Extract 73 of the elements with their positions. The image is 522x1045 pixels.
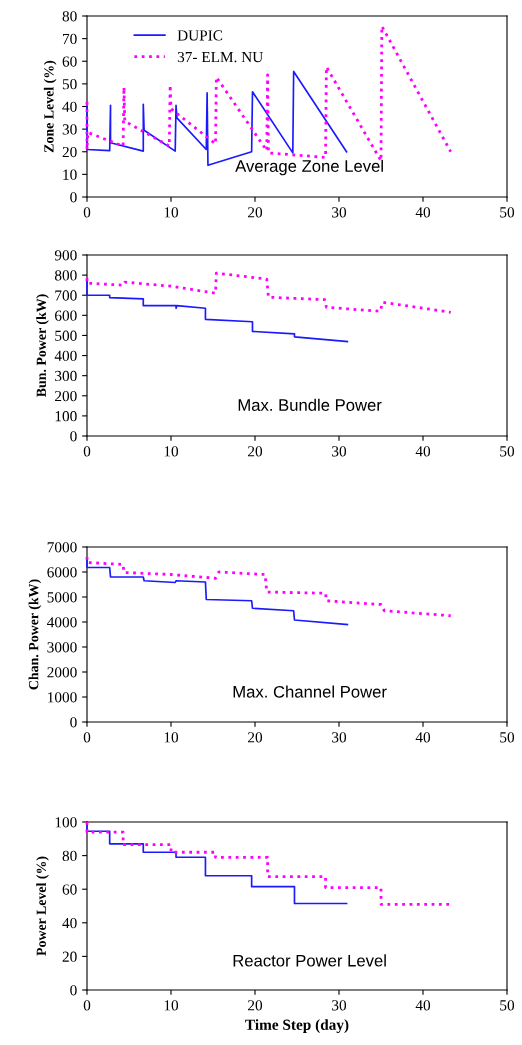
- y-tick-label: 300: [55, 370, 77, 382]
- y-tick-label: 4000: [47, 617, 77, 628]
- annotation: Reactor Power Level: [233, 954, 386, 967]
- y-tick-label: 0: [70, 192, 77, 203]
- y-axis-title: Chan. Power (kW): [28, 579, 42, 690]
- x-tick-label: 20: [248, 446, 263, 457]
- y-tick-label: 50: [62, 79, 77, 90]
- y-tick-label: 100: [55, 817, 77, 828]
- y-tick-label: 5000: [47, 592, 77, 603]
- annotation: Max. Bundle Power: [238, 398, 382, 411]
- line-series: [86, 821, 348, 905]
- x-tick-label: 10: [164, 732, 179, 743]
- x-tick-label: 50: [500, 207, 515, 218]
- annotation: Average Zone Level: [235, 159, 383, 176]
- y-tick-label: 70: [63, 33, 77, 45]
- y-tick-label: 6000: [47, 567, 77, 578]
- x-tick-label: 0: [83, 446, 91, 457]
- y-tick-label: 20: [62, 146, 77, 158]
- y-tick-label: 40: [62, 917, 77, 929]
- y-tick-label: 10: [63, 169, 77, 180]
- y-tick-label: 7000: [47, 542, 77, 553]
- y-tick-label: 0: [70, 985, 77, 996]
- x-tick-label: 40: [415, 207, 431, 218]
- x-tick-label: 20: [248, 732, 263, 743]
- y-tick-label: 20: [62, 951, 77, 962]
- y-tick-label: 30: [62, 124, 77, 135]
- line-series: [85, 555, 453, 618]
- x-tick-label: 40: [415, 1000, 431, 1011]
- x-tick-label: 10: [164, 1000, 179, 1011]
- line-series: [85, 271, 453, 314]
- y-tick-label: 0: [70, 431, 77, 442]
- x-axis-title: Time Step (day): [245, 1019, 349, 1034]
- y-tick-label: 900: [54, 250, 77, 261]
- y-tick-label: 0: [70, 717, 77, 728]
- y-tick-label: 100: [55, 411, 77, 422]
- x-tick-label: 50: [500, 732, 515, 743]
- y-tick-label: 600: [55, 310, 77, 321]
- y-tick-label: 60: [62, 884, 77, 895]
- y-tick-label: 80: [62, 850, 77, 862]
- x-tick-label: 40: [415, 446, 431, 457]
- x-tick-label: 0: [83, 1000, 91, 1011]
- y-tick-label: 60: [62, 56, 77, 67]
- x-tick-label: 20: [248, 1000, 263, 1011]
- y-tick-label: 200: [55, 390, 77, 402]
- x-tick-label: 30: [332, 1000, 347, 1011]
- x-tick-label: 30: [332, 732, 347, 743]
- x-tick-label: 30: [332, 207, 347, 218]
- y-tick-label: 500: [55, 330, 77, 341]
- y-axis-title: Bun. Power (kW): [36, 294, 49, 398]
- y-tick-label: 700: [55, 290, 77, 301]
- y-axis-title: Zone Level (%): [43, 60, 57, 153]
- x-tick-label: 50: [500, 446, 515, 457]
- y-tick-label: 1000: [48, 692, 77, 703]
- line-series: [86, 280, 349, 343]
- x-tick-label: 30: [332, 446, 347, 457]
- x-tick-label: 50: [500, 1000, 515, 1011]
- legend-label: DUPIC: [177, 30, 223, 41]
- y-tick-label: 40: [62, 101, 77, 112]
- y-axis-title: Power Level (%): [36, 856, 49, 956]
- annotation: Max. Channel Power: [233, 685, 387, 698]
- x-tick-label: 10: [164, 446, 179, 457]
- y-tick-label: 800: [54, 270, 77, 281]
- legend-label: 37- ELM. NU: [177, 51, 263, 63]
- y-tick-label: 400: [54, 350, 77, 362]
- x-tick-label: 40: [415, 732, 431, 743]
- y-tick-label: 2000: [47, 667, 77, 678]
- y-tick-label: 3000: [47, 642, 77, 653]
- x-tick-label: 10: [164, 207, 179, 218]
- x-tick-label: 0: [83, 207, 91, 218]
- y-tick-label: 80: [62, 11, 77, 22]
- x-tick-label: 20: [248, 207, 263, 218]
- x-tick-label: 0: [83, 732, 91, 743]
- line-series: [86, 558, 349, 626]
